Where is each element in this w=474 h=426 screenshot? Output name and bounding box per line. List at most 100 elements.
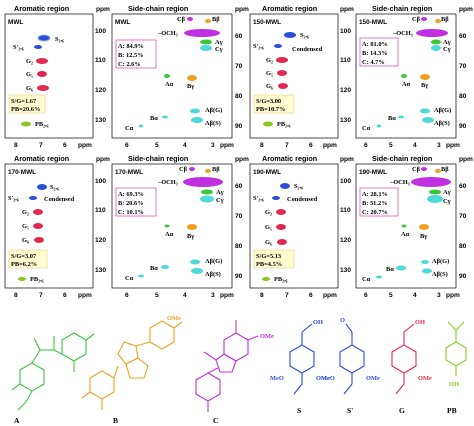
aromatic-region-title: Aromatic region: [262, 4, 317, 13]
peak-bb: [435, 19, 441, 23]
peak-label-ca: Cα: [125, 275, 134, 282]
y-tick: 60: [235, 33, 243, 40]
y-tick: 130: [340, 267, 351, 274]
peak-g6: [37, 85, 49, 91]
ratio-c: C: 2.6%: [118, 61, 141, 68]
ratio-a: A: 81.0%: [362, 41, 388, 48]
peak-cy: [200, 45, 212, 51]
x-tick: 6: [364, 292, 368, 299]
aromatic-panel-mwl: Aromatic region ppm MWL S₂,₆ S'₂,₆ G₂ G₅…: [4, 4, 110, 149]
peak-ay: [431, 39, 441, 45]
ppm-label: ppm: [78, 142, 92, 149]
ratio-b: B: 51.2%: [362, 200, 388, 207]
structure-b: [81, 320, 183, 410]
peak-label-cy: Cγ: [443, 46, 451, 53]
peak-label-aba-s: Aβ(S): [205, 120, 221, 127]
peak-label-ay: Aγ: [216, 189, 224, 196]
x-tick: 6: [125, 142, 129, 149]
ratio-b: B: 12.5%: [118, 52, 144, 59]
peak-bg: [187, 75, 197, 81]
ratio-c: C: 4.7%: [362, 59, 385, 66]
x-tick: 7: [285, 142, 289, 149]
structure-s-prime: [339, 323, 365, 395]
sg-ratio: S/G=3.00: [256, 98, 281, 105]
ppm-label: ppm: [459, 6, 473, 13]
x-tick: 5: [155, 292, 159, 299]
y-tick: 120: [340, 237, 351, 244]
peak-ca: [376, 275, 382, 279]
y-tick: 120: [95, 237, 106, 244]
y-tick: 80: [235, 243, 243, 250]
peak-label-bg: Bγ: [187, 233, 194, 240]
peak-g2: [36, 58, 48, 64]
peak-s26p: [274, 44, 282, 48]
y-tick: 80: [459, 93, 467, 100]
structure-label-pb: PB: [447, 406, 457, 415]
peak-label-bg: Bγ: [187, 83, 194, 90]
x-tick: 6: [309, 292, 313, 299]
peak-label-aba-s: Aβ(S): [432, 271, 448, 278]
y-tick: 70: [235, 213, 243, 220]
y-tick: 90: [459, 123, 467, 130]
peak-label-g2: G₂: [265, 209, 272, 216]
y-tick: 130: [95, 267, 106, 274]
side-chain-region-title: Side-chain region: [128, 4, 188, 13]
peak-label-s26p: S'₂,₆: [253, 43, 264, 50]
sample-label: 150-MWL: [359, 19, 387, 26]
peak-label-g6: G₆: [26, 85, 33, 92]
ratio-a: A: 84.9%: [118, 43, 144, 50]
side-chain-region-title: Side-chain region: [372, 154, 432, 163]
peak-aba-g: [190, 259, 200, 265]
peak-label-aa: Aα: [165, 81, 174, 88]
pb-percent: PB=10.7%: [256, 106, 285, 113]
peak-label-aba-g: Aβ(G): [434, 107, 451, 114]
peak-label-s26: S₂,₆: [300, 32, 309, 39]
pb-percent: PB=4.5%: [256, 261, 282, 268]
peak-label-condensed: Condensed: [287, 196, 318, 203]
aromatic-panel-150: Aromatic region ppm 150-MWL S₂,₆ S'₂,₆ C…: [249, 4, 354, 149]
peak-label-bb: Bβ: [441, 16, 449, 23]
peak-bg: [420, 74, 430, 80]
peak-label-pb26: PB₂,₆: [274, 276, 288, 283]
sg-box: [8, 249, 48, 269]
x-tick: 6: [364, 142, 368, 149]
peak-label-cb: Cβ: [412, 16, 421, 23]
peak-label-cy: Cγ: [216, 197, 224, 204]
x-tick: 4: [183, 142, 187, 149]
peak-aa: [401, 74, 407, 78]
y-tick: 90: [235, 273, 243, 280]
peak-cy: [200, 195, 214, 203]
peak-aba-g: [190, 108, 200, 114]
x-tick: 8: [260, 142, 264, 149]
sg-ratio: S/G=1.67: [11, 98, 37, 105]
peak-pb26: [263, 121, 273, 127]
peak-cb: [421, 167, 427, 171]
side-chain-panel-170: Side-chain region 170-MWL Cβ Bβ –OCH₃ Aγ…: [111, 154, 249, 299]
y-tick: 70: [459, 213, 467, 220]
ppm-label: ppm: [340, 156, 354, 163]
peak-g2: [276, 209, 286, 215]
sample-label: 190-MWL: [253, 169, 281, 176]
peak-label-ocH3: –OCH₃: [157, 30, 178, 37]
peak-aa: [164, 74, 170, 78]
x-tick: 4: [413, 292, 417, 299]
sample-label: 150-MWL: [253, 19, 281, 26]
structure-s-prime-ome: OMe: [366, 375, 380, 382]
ppm-label: ppm: [220, 292, 234, 299]
peak-label-s26p: S'₂,₆: [253, 195, 264, 202]
peak-aba-g: [421, 260, 429, 264]
sample-label: MWL: [8, 19, 23, 26]
sg-ratio: S/G=5.13: [256, 253, 281, 260]
peak-ca: [138, 274, 144, 278]
peak-label-condensed: Condensed: [292, 46, 323, 53]
x-tick: 4: [413, 142, 417, 149]
x-tick: 4: [183, 292, 187, 299]
x-tick: 6: [125, 292, 129, 299]
x-tick: 3: [437, 292, 441, 299]
x-tick: 6: [309, 142, 313, 149]
structure-s: [289, 323, 315, 395]
structure-g-ome: OMe: [418, 375, 432, 382]
peak-label-pb26: PB₂,₆: [30, 276, 44, 283]
peak-label-bg: Bγ: [420, 233, 427, 240]
y-tick: 60: [459, 183, 467, 190]
